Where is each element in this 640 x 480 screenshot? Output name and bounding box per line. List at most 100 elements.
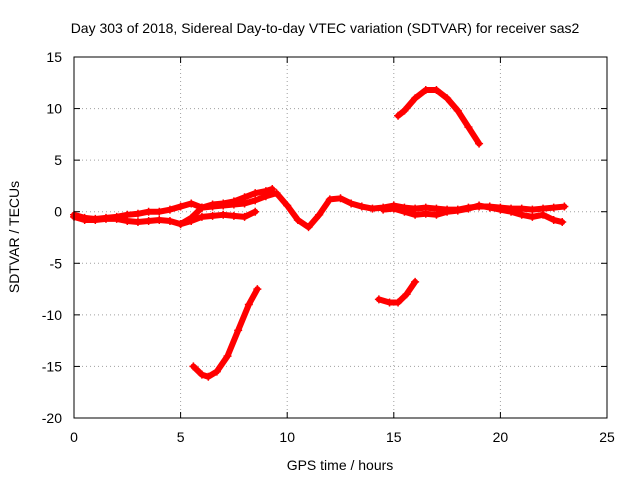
data-point <box>165 216 174 225</box>
data-point <box>123 216 132 225</box>
data-point <box>400 207 409 216</box>
data-point <box>155 207 164 216</box>
data-point <box>91 215 100 224</box>
data-point <box>197 212 206 221</box>
data-point <box>357 202 366 211</box>
data-point <box>411 277 420 286</box>
data-point <box>394 111 403 120</box>
data-point <box>197 203 206 212</box>
data-point <box>244 300 253 309</box>
y-tick-label: -10 <box>42 307 62 323</box>
data-point <box>187 199 196 208</box>
data-point <box>234 326 243 335</box>
data-point <box>212 367 221 376</box>
data-point <box>101 214 110 223</box>
data-point <box>432 86 441 95</box>
data-point <box>144 207 153 216</box>
data-point <box>475 139 484 148</box>
series-band-late <box>379 201 567 227</box>
y-tick-label: -20 <box>42 410 62 426</box>
data-point <box>223 352 232 361</box>
data-point <box>208 200 217 209</box>
data-point <box>304 223 313 232</box>
data-point <box>347 199 356 208</box>
data-point <box>176 220 185 229</box>
data-point <box>517 210 526 219</box>
data-point <box>261 187 270 196</box>
series-arc-low <box>189 285 262 381</box>
data-point <box>385 298 394 307</box>
data-point <box>443 207 452 216</box>
data-point <box>496 205 505 214</box>
data-point <box>379 205 388 214</box>
data-point <box>176 202 185 211</box>
y-tick-label: 10 <box>46 101 62 117</box>
x-tick-label: 10 <box>279 429 295 445</box>
x-tick-label: 20 <box>493 429 509 445</box>
data-point <box>219 199 228 208</box>
data-point <box>549 203 558 212</box>
data-point <box>485 203 494 212</box>
data-point <box>251 189 260 198</box>
data-point <box>400 106 409 115</box>
data-point <box>144 216 153 225</box>
data-point <box>368 204 377 213</box>
data-point <box>251 196 260 205</box>
ticks: 0 5 10 15 20 25 -20 -15 -10 -5 0 5 10 15 <box>42 49 615 445</box>
series-arc-mid <box>374 277 420 307</box>
x-tick-label: 0 <box>70 429 78 445</box>
data-point <box>539 210 548 219</box>
data-point <box>443 94 452 103</box>
data-point <box>336 194 345 203</box>
data-point <box>325 195 334 204</box>
x-tick-label: 25 <box>599 429 615 445</box>
series-band-lower <box>176 207 260 229</box>
data-point <box>394 298 403 307</box>
data-point <box>189 362 198 371</box>
data-point <box>389 204 398 213</box>
data-point <box>421 209 430 218</box>
data-point <box>560 202 569 211</box>
data-point <box>112 214 121 223</box>
y-axis-label: SDTVAR / TECUs <box>6 181 22 293</box>
data-point <box>268 185 277 194</box>
series-line <box>190 286 261 380</box>
y-tick-label: 15 <box>46 49 62 65</box>
data-point <box>507 207 516 216</box>
x-axis-label: GPS time / hours <box>287 457 394 473</box>
data-point <box>528 212 537 221</box>
plot-frame <box>73 56 608 419</box>
data-point <box>80 215 89 224</box>
data-point <box>208 211 217 220</box>
data-point <box>453 106 462 115</box>
data-point <box>229 197 238 206</box>
data-point <box>315 210 324 219</box>
series-band-secondary <box>70 185 277 229</box>
y-tick-label: -15 <box>42 358 62 374</box>
data-point <box>464 123 473 132</box>
data-point <box>133 209 142 218</box>
data-point <box>558 218 567 227</box>
data-point <box>411 94 420 103</box>
data-marks <box>70 86 569 381</box>
data-point <box>251 207 260 216</box>
series-line <box>395 87 483 147</box>
data-point <box>155 215 164 224</box>
data-point <box>293 215 302 224</box>
series-arc-high <box>394 86 484 148</box>
data-point <box>165 205 174 214</box>
y-tick-label: -5 <box>50 255 63 271</box>
data-point <box>411 210 420 219</box>
data-point <box>549 215 558 224</box>
x-tick-label: 15 <box>386 429 402 445</box>
data-point <box>453 206 462 215</box>
grid <box>74 57 607 418</box>
y-tick-label: 5 <box>54 152 62 168</box>
data-point <box>204 372 213 381</box>
x-tick-label: 5 <box>177 429 185 445</box>
data-point <box>402 290 411 299</box>
data-point <box>229 211 238 220</box>
data-point <box>253 285 262 294</box>
data-point <box>240 193 249 202</box>
